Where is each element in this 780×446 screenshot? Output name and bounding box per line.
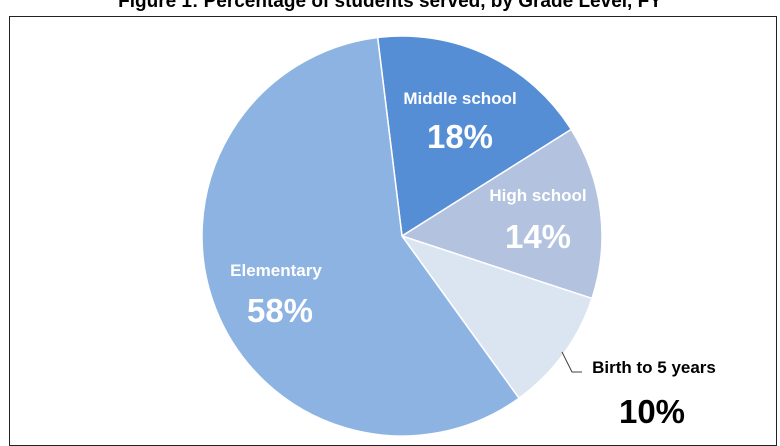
slice-value-birth-to-5: 10% <box>619 393 685 430</box>
slice-value-high-school: 14% <box>505 218 571 255</box>
pie-slice-high-school <box>400 128 603 300</box>
slice-label-birth-to-5: Birth to 5 years <box>592 358 716 377</box>
chart-title: Figure 1: Percentage of students served,… <box>118 0 662 12</box>
pie-slice-middle-school <box>376 35 573 238</box>
leader-line-birth-to-5 <box>561 351 582 373</box>
slice-label-elementary: Elementary <box>230 261 322 280</box>
slice-value-middle-school: 18% <box>427 118 493 155</box>
pie-slice-elementary <box>201 36 521 437</box>
slice-label-high-school: High school <box>489 186 586 205</box>
slice-label-middle-school: Middle school <box>403 89 516 108</box>
slice-value-elementary: 58% <box>247 292 313 329</box>
